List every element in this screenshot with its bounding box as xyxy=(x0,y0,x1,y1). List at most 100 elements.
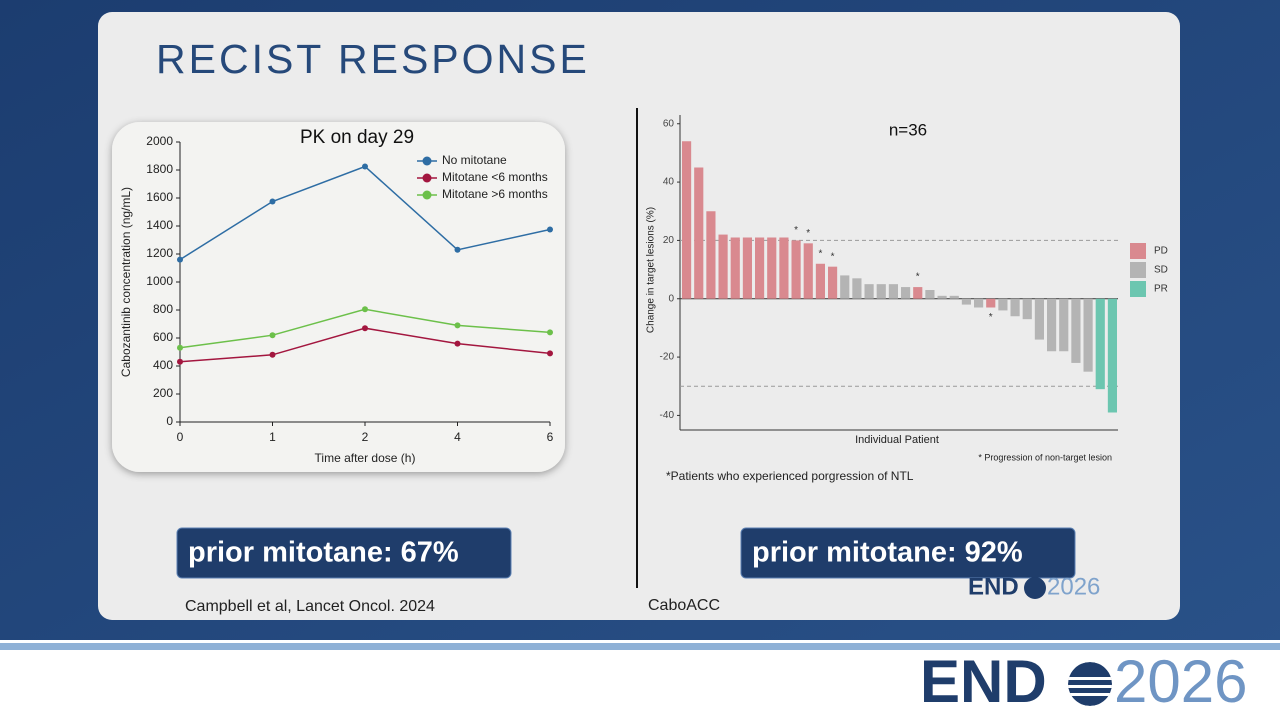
bar xyxy=(791,240,801,299)
bar xyxy=(1107,298,1117,413)
source: CaboACC xyxy=(648,597,720,614)
data-point xyxy=(177,256,183,263)
x-axis-label: Time after dose (h) xyxy=(315,451,416,465)
bar xyxy=(925,290,935,299)
bar xyxy=(706,211,716,299)
data-point xyxy=(362,325,368,332)
bar xyxy=(1059,298,1069,352)
bar xyxy=(767,237,777,299)
x-tick-label: 4 xyxy=(454,430,461,444)
y-tick-label: -20 xyxy=(660,352,675,363)
footnote: * Progression of non-target lesion xyxy=(978,452,1112,462)
y-tick-label: 400 xyxy=(153,358,173,372)
y-tick-label: 800 xyxy=(153,302,173,316)
marker: * xyxy=(831,251,835,262)
y-tick-label: 1600 xyxy=(146,190,173,204)
bar xyxy=(901,287,911,299)
y-tick-label: 0 xyxy=(668,293,674,304)
y-tick-label: 1200 xyxy=(146,246,173,260)
bar xyxy=(913,287,923,299)
bar xyxy=(1034,298,1044,340)
data-point xyxy=(269,351,276,358)
bar xyxy=(779,237,789,299)
legend-swatch xyxy=(1130,243,1146,259)
bar xyxy=(718,234,728,299)
bar xyxy=(840,275,850,299)
x-tick-label: 6 xyxy=(547,430,554,444)
bar xyxy=(815,263,825,299)
legend-label: No mitotane xyxy=(442,153,507,167)
bar xyxy=(682,141,692,299)
bar xyxy=(828,266,838,299)
footer-band xyxy=(0,640,1280,720)
bar xyxy=(852,278,862,299)
data-point xyxy=(547,329,553,336)
bar xyxy=(998,298,1008,311)
chart-title: PK on day 29 xyxy=(300,127,414,148)
slide-title: RECIST RESPONSE xyxy=(156,36,590,82)
x-tick-label: 2 xyxy=(362,430,369,444)
x-tick-label: 0 xyxy=(177,430,184,444)
data-point xyxy=(454,322,461,329)
callout-box xyxy=(176,527,512,579)
y-tick-label: -40 xyxy=(660,410,675,421)
chart-title: n=36 xyxy=(889,120,927,139)
x-axis-label: Individual Patient xyxy=(855,434,939,446)
legend-label: PD xyxy=(1154,246,1168,257)
bar xyxy=(864,284,874,299)
legend-marker xyxy=(422,173,432,183)
data-point xyxy=(362,163,368,170)
y-tick-label: 2000 xyxy=(146,134,173,148)
data-point xyxy=(269,332,276,339)
legend-label: Mitotane <6 months xyxy=(442,170,548,184)
data-point xyxy=(177,358,183,365)
y-tick-label: 1400 xyxy=(146,218,173,232)
callout-box xyxy=(740,527,1076,579)
marker: * xyxy=(806,228,810,239)
marker: * xyxy=(916,272,920,283)
legend-label: Mitotane >6 months xyxy=(442,187,548,201)
y-tick-label: 40 xyxy=(663,177,675,188)
y-tick-label: 1800 xyxy=(146,162,173,176)
data-point xyxy=(454,340,461,347)
y-tick-label: 600 xyxy=(153,330,173,344)
bar xyxy=(937,295,947,299)
bar xyxy=(755,237,765,299)
legend-swatch xyxy=(1130,281,1146,297)
footer-stripe xyxy=(0,643,1280,650)
note: *Patients who experienced porgression of… xyxy=(666,469,914,483)
marker: * xyxy=(818,248,822,259)
callout: prior mitotane: 92% xyxy=(752,537,1023,569)
logo-year: 2026 xyxy=(1114,648,1247,715)
bar xyxy=(730,237,740,299)
logo-mark xyxy=(1068,662,1112,706)
legend-label: PR xyxy=(1154,284,1168,295)
bar xyxy=(742,237,752,299)
bar xyxy=(694,167,704,299)
data-point xyxy=(177,344,183,351)
bar xyxy=(1047,298,1057,352)
marker: * xyxy=(989,312,993,323)
bar xyxy=(803,243,813,299)
data-point xyxy=(454,246,461,253)
bar xyxy=(1010,298,1020,317)
logo-mark xyxy=(1024,577,1046,599)
y-tick-label: 60 xyxy=(663,118,675,129)
source: Campbell et al, Lancet Oncol. 2024 xyxy=(185,598,435,615)
y-axis-label: Cabozantinib concentration (ng/mL) xyxy=(119,187,133,377)
bar xyxy=(1022,298,1032,320)
x-tick-label: 1 xyxy=(269,430,276,444)
data-point xyxy=(362,306,368,313)
y-tick-label: 1000 xyxy=(146,274,173,288)
bar xyxy=(888,284,898,299)
pk-card xyxy=(112,122,565,472)
bar xyxy=(949,295,959,299)
logo-text: END xyxy=(920,648,1047,715)
bar xyxy=(961,298,971,305)
marker: * xyxy=(794,225,798,236)
legend-swatch xyxy=(1130,262,1146,278)
y-tick-label: 20 xyxy=(663,235,675,246)
bar xyxy=(1095,298,1105,390)
